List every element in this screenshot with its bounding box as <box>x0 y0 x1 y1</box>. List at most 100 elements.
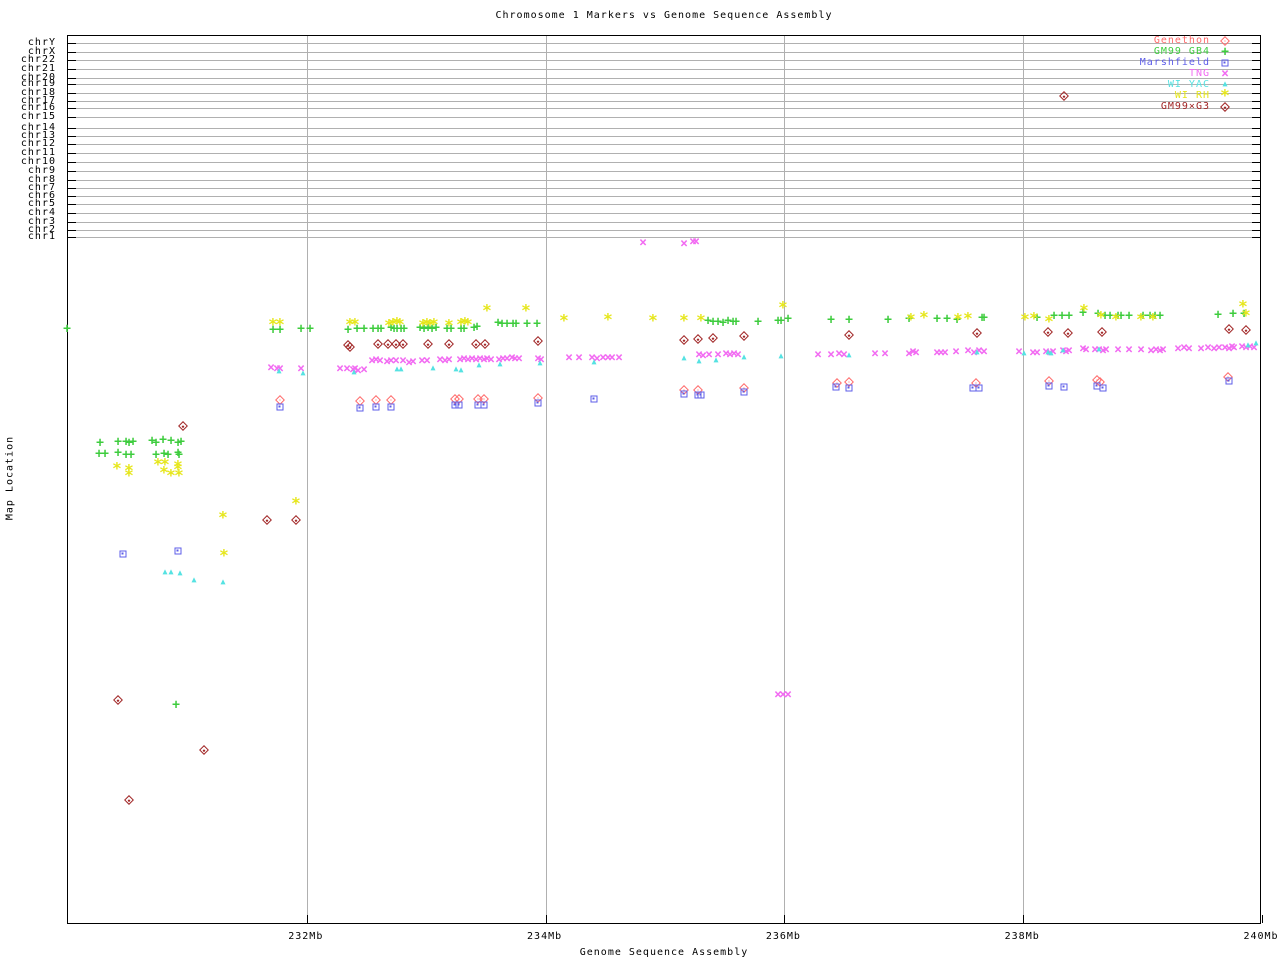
point-tng: × <box>726 347 734 363</box>
point-gm99gb4: + <box>709 314 717 330</box>
gridline-chr11 <box>68 153 1260 154</box>
point-tng: × <box>689 234 697 250</box>
right-tick-chr22 <box>1252 60 1260 61</box>
point-wiyac: ▴ <box>1060 344 1066 356</box>
point-gm99gb4: + <box>732 314 740 330</box>
point-tng: × <box>1042 344 1050 360</box>
point-wirh: * <box>112 458 122 478</box>
point-wirh: * <box>291 493 301 513</box>
gridline-chr17 <box>68 101 1260 102</box>
marker-gm99g3-icon <box>1220 101 1230 112</box>
point-wirh: * <box>1096 307 1106 327</box>
point-marshfield <box>1099 384 1107 392</box>
right-tick-chr1 <box>1252 237 1260 238</box>
gridline-236Mb <box>784 36 786 923</box>
left-tick-chr5 <box>68 204 76 205</box>
right-tick-chrX <box>1252 52 1260 53</box>
point-gm99gb4: + <box>152 447 160 463</box>
point-marshfield <box>372 403 380 411</box>
point-wiyac: ▴ <box>537 357 543 369</box>
legend-item-gm99g3: GM99×G3 <box>1090 101 1240 112</box>
point-wirh: * <box>648 310 658 330</box>
point-tng: × <box>418 353 426 369</box>
y-tick-label-chrY: chrY <box>27 37 56 48</box>
left-tick-chr20 <box>68 78 76 79</box>
y-tick-label-chr16: chr16 <box>20 102 56 113</box>
point-tng: × <box>368 353 376 369</box>
point-tng: × <box>1079 341 1087 357</box>
point-tng: × <box>779 687 787 703</box>
y-tick-label-chr13: chr13 <box>20 130 56 141</box>
point-wirh: * <box>1044 311 1054 331</box>
point-gm99g3 <box>1241 325 1251 335</box>
gridline-238Mb <box>1023 36 1025 923</box>
y-tick-label-chr18: chr18 <box>20 87 56 98</box>
point-marshfield <box>590 395 598 403</box>
point-tng: × <box>975 343 983 359</box>
point-gm99g3 <box>480 339 490 349</box>
point-gm99g3 <box>844 330 854 340</box>
point-gm99gb4: + <box>754 314 762 330</box>
left-tick-chrX <box>68 52 76 53</box>
point-tng: × <box>1099 343 1107 359</box>
point-wirh: * <box>906 309 916 329</box>
point-wiyac: ▴ <box>713 354 719 366</box>
point-gm99gb4: + <box>845 312 853 328</box>
point-gm99gb4: + <box>1079 305 1087 321</box>
point-gm99gb4: + <box>393 321 401 337</box>
point-gm99g3 <box>124 795 134 805</box>
point-gm99gb4: + <box>509 316 517 332</box>
point-wirh: * <box>219 545 229 565</box>
point-gm99g3 <box>423 339 433 349</box>
left-tick-chr8 <box>68 180 76 181</box>
point-wirh: * <box>425 315 435 335</box>
point-tng: × <box>515 351 523 367</box>
point-gm99g3 <box>262 515 272 525</box>
point-tng: × <box>1102 342 1110 358</box>
gridline-chr9 <box>68 171 1260 172</box>
point-gm99gb4: + <box>114 434 122 450</box>
point-gm99gb4: + <box>175 447 183 463</box>
point-gm99g3 <box>398 339 408 349</box>
point-tng: × <box>1152 342 1160 358</box>
point-wiyac: ▴ <box>741 351 747 363</box>
point-tng: × <box>273 361 281 377</box>
y-tick-label-chr8: chr8 <box>27 174 56 185</box>
point-gm99gb4: + <box>905 311 913 327</box>
point-tng: × <box>774 687 782 703</box>
point-tng: × <box>1174 341 1182 357</box>
point-gm99gb4: + <box>1101 308 1109 324</box>
left-tick-chr3 <box>68 222 76 223</box>
marker-wiyac-icon: ▴ <box>1222 78 1228 89</box>
point-wirh: * <box>384 315 394 335</box>
point-tng: × <box>445 352 453 368</box>
point-gm99g3 <box>199 745 209 755</box>
point-gm99g3 <box>373 339 383 349</box>
point-tng: × <box>1159 342 1167 358</box>
point-gm99gb4: + <box>512 316 520 332</box>
point-gm99gb4: + <box>1139 308 1147 324</box>
point-tng: × <box>392 353 400 369</box>
point-marshfield <box>697 391 705 399</box>
y-tick-label-chr5: chr5 <box>27 198 56 209</box>
right-tick-chr4 <box>1252 213 1260 214</box>
right-tick-chr6 <box>1252 196 1260 197</box>
point-wirh: * <box>679 310 689 330</box>
point-gm99gb4: + <box>160 446 168 462</box>
x-tick-label-240Mb: 240Mb <box>1243 931 1279 942</box>
left-tick-chr16 <box>68 108 76 109</box>
point-wiyac: ▴ <box>300 367 306 379</box>
point-marshfield <box>845 384 853 392</box>
point-tng: × <box>503 351 511 367</box>
left-tick-chr1 <box>68 237 76 238</box>
x-tick-label-236Mb: 236Mb <box>765 931 801 942</box>
point-gm99g3 <box>1097 327 1107 337</box>
point-tng: × <box>1015 344 1023 360</box>
right-tick-chr19 <box>1252 84 1260 85</box>
point-gm99gb4: + <box>432 320 440 336</box>
point-marshfield <box>1045 382 1053 390</box>
point-tng: × <box>343 361 351 377</box>
x-axis-tick-labels: 232Mb 234Mb 236Mb 238Mb 240Mb <box>0 931 1280 945</box>
y-tick-label-chr2: chr2 <box>27 224 56 235</box>
point-marshfield <box>1225 377 1233 385</box>
